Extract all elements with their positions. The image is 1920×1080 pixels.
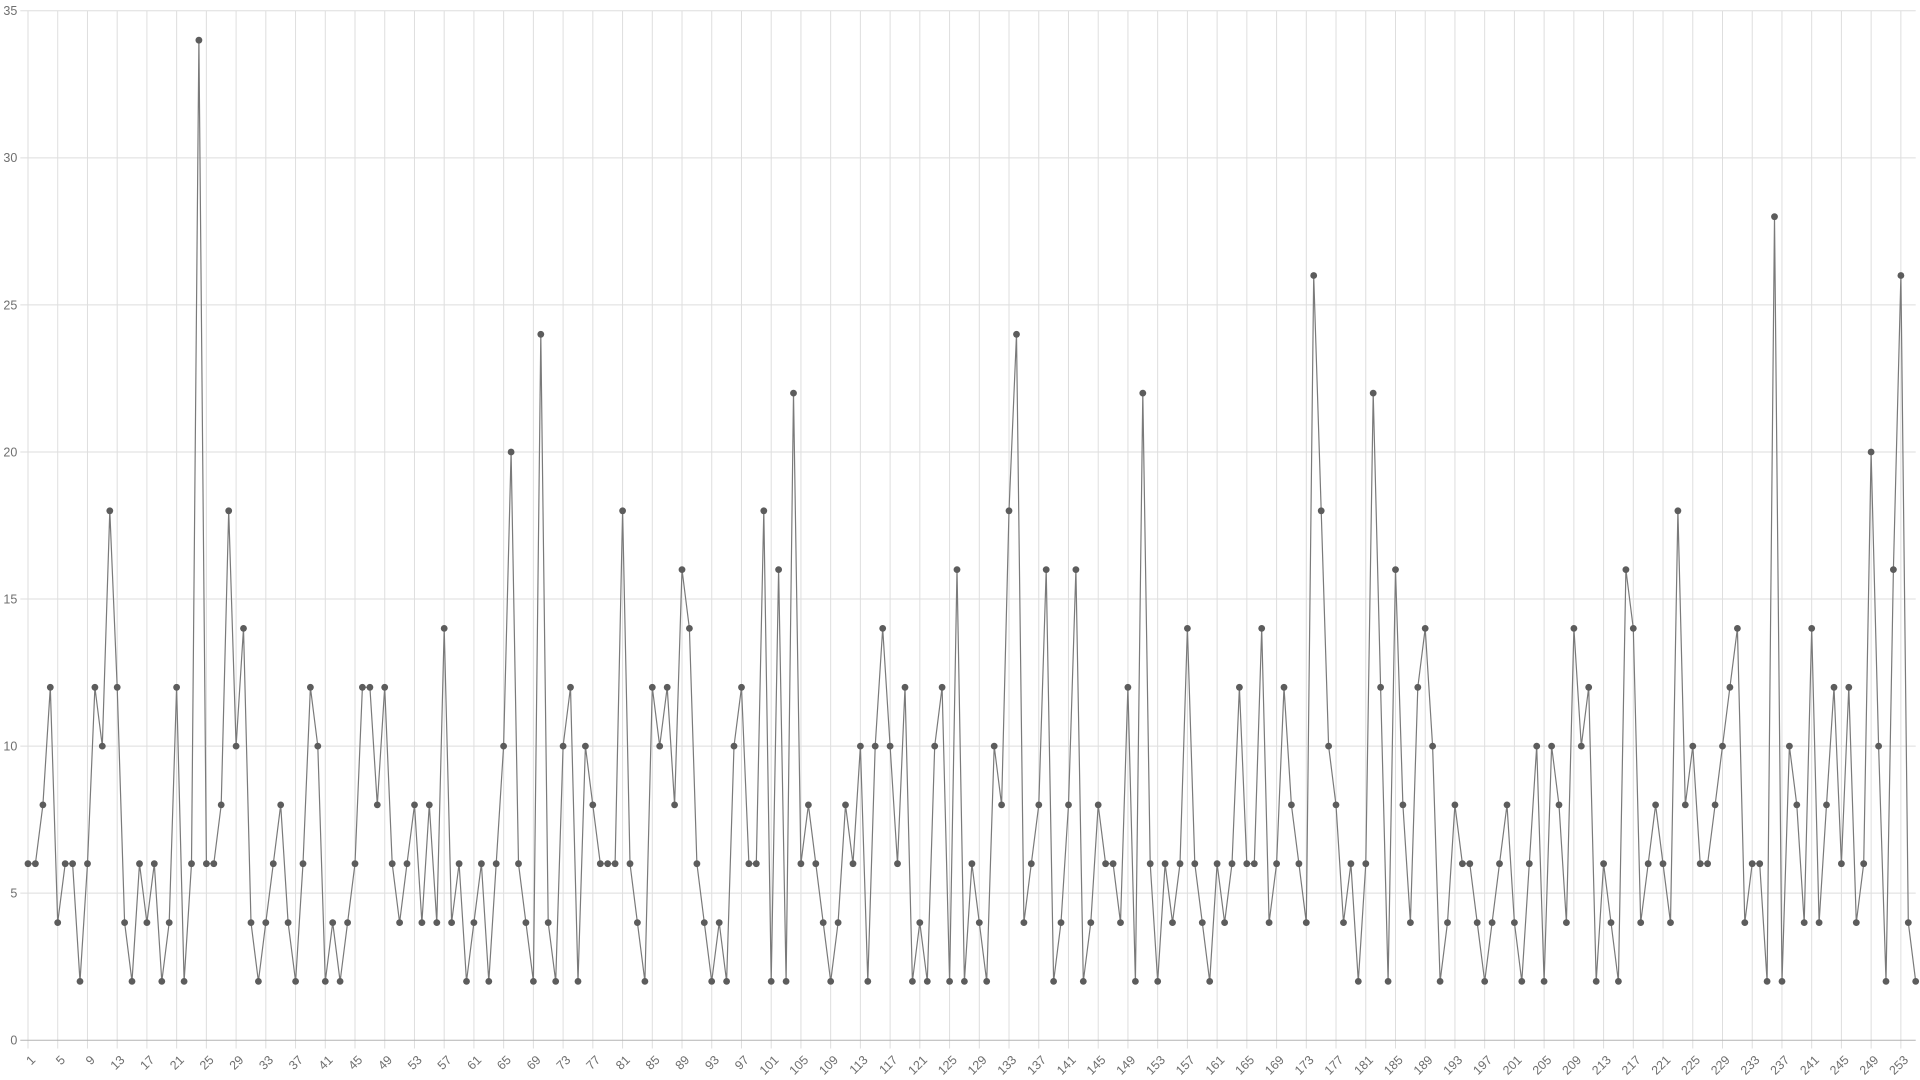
svg-text:35: 35 [3, 4, 17, 18]
svg-text:30: 30 [3, 151, 17, 165]
svg-text:20: 20 [3, 445, 17, 459]
svg-text:10: 10 [3, 740, 17, 754]
svg-text:0: 0 [10, 1034, 17, 1048]
svg-text:15: 15 [3, 592, 17, 606]
svg-text:5: 5 [10, 887, 17, 901]
svg-text:25: 25 [3, 298, 17, 312]
